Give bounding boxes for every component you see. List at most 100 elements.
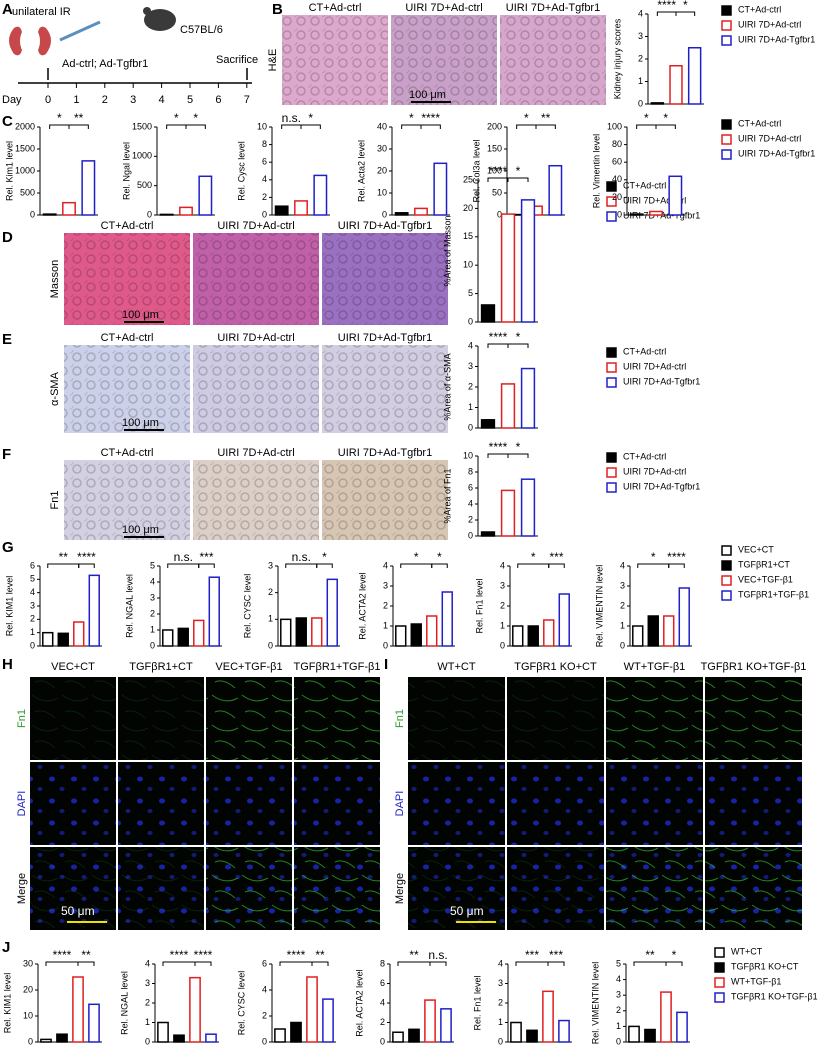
legend-swatch	[722, 561, 731, 570]
fn1-signal	[705, 847, 802, 930]
bar	[57, 1034, 67, 1042]
fn1-signal	[408, 677, 505, 760]
nuclei	[30, 762, 116, 845]
legend-swatch	[607, 483, 616, 492]
scale-label: 100 μm	[122, 524, 159, 536]
bar	[425, 1000, 435, 1042]
legend-swatch	[722, 135, 731, 144]
bar	[295, 201, 307, 215]
day-label: Day	[2, 94, 22, 106]
y-tick-label: 2	[468, 514, 473, 524]
stain-label: Masson	[49, 260, 61, 299]
y-tick-label: 1	[383, 620, 388, 630]
significance-bracket	[516, 962, 548, 966]
bar	[174, 1035, 184, 1042]
row-label: Merge	[16, 873, 28, 904]
y-tick-label: 0	[30, 209, 35, 219]
bar	[323, 999, 333, 1042]
y-tick-label: 30	[23, 958, 33, 968]
y-tick-label: 2	[150, 608, 155, 618]
bar	[73, 977, 83, 1042]
significance-label: *	[516, 440, 521, 454]
bar	[281, 619, 291, 646]
bar	[180, 207, 192, 215]
legend-label: VEC+TGF-β1	[738, 574, 793, 584]
bar	[670, 66, 682, 104]
y-tick-label: 3	[30, 600, 35, 610]
y-axis-label: Rel. CYSC level	[242, 574, 252, 639]
y-tick-label: 6	[262, 157, 267, 167]
significance-bracket	[163, 962, 195, 966]
y-tick-label: 6	[380, 978, 385, 988]
y-tick-label: 0	[620, 640, 625, 650]
scale-label: 100 μm	[122, 417, 159, 429]
image-title: UIRI 7D+Ad-ctrl	[217, 332, 294, 344]
significance-label: **	[541, 111, 551, 125]
panel-label: B	[272, 1, 283, 18]
legend-swatch	[607, 468, 616, 477]
fn1-signal	[606, 677, 703, 760]
bar	[409, 1029, 419, 1042]
significance-label: *	[409, 111, 414, 125]
legend-swatch	[722, 36, 731, 45]
image-title: TGFβR1 KO+CT	[514, 661, 597, 673]
fn1-signal	[294, 677, 380, 760]
y-tick-label: 3	[616, 990, 621, 1000]
image-title: TGFβR1 KO+TGF-β1	[701, 661, 807, 673]
significance-label: ****	[77, 550, 96, 564]
y-tick-label: 4	[150, 576, 155, 586]
bar	[307, 977, 317, 1042]
scale-label: 100 μm	[409, 89, 446, 101]
image-title: UIRI 7D+Ad-ctrl	[217, 220, 294, 232]
fn1-signal	[507, 847, 604, 930]
image-title: UIRI 7D+Ad-Tgfbr1	[338, 220, 432, 232]
significance-bracket	[167, 125, 186, 129]
fn1-signal	[206, 677, 292, 760]
legend-swatch	[722, 591, 731, 600]
bar	[427, 616, 437, 646]
bar	[630, 214, 642, 215]
y-tick-label: 10	[463, 450, 473, 460]
y-tick-label: 1	[468, 402, 473, 412]
legend-label: UIRI 7D+Ad-Tgfbr1	[623, 481, 700, 491]
image-title: VEC+TGF-β1	[215, 661, 282, 673]
y-tick-label: 0	[150, 640, 155, 650]
y-tick-label: 4	[638, 8, 643, 18]
y-tick-label: 0	[500, 640, 505, 650]
row-label: Fn1	[394, 709, 406, 728]
y-axis-label: Rel. Fn1 level	[472, 975, 482, 1030]
bar	[158, 1023, 168, 1043]
micrograph-texture	[193, 233, 319, 325]
legend-label: UIRI 7D+Ad-Tgfbr1	[738, 148, 815, 158]
y-tick-label: 20	[463, 203, 473, 213]
significance-bracket	[195, 962, 211, 966]
legend-swatch	[607, 378, 616, 387]
bar	[482, 420, 495, 428]
bar	[43, 633, 53, 646]
significance-bracket	[488, 454, 508, 458]
y-tick-label: 4	[262, 984, 267, 994]
y-tick-label: 500	[137, 180, 152, 190]
legend-label: CT+Ad-ctrl	[623, 180, 666, 190]
significance-bracket	[634, 962, 666, 966]
significance-label: **	[409, 948, 419, 962]
significance-label: **	[81, 948, 91, 962]
y-axis-label: Rel. ACTA2 level	[354, 969, 364, 1036]
image-title: TGFβR1+TGF-β1	[294, 661, 381, 673]
y-tick-label: 10	[257, 121, 267, 131]
day-number: 7	[244, 94, 250, 106]
y-tick-label: 6	[262, 958, 267, 968]
bar	[190, 978, 200, 1042]
row-label: DAPI	[394, 791, 406, 817]
legend-swatch	[722, 6, 731, 15]
y-tick-label: 4	[468, 340, 473, 350]
significance-label: ***	[199, 550, 213, 564]
y-tick-label: 1	[145, 1017, 150, 1027]
row-label: Merge	[394, 873, 406, 904]
significance-label: ****	[170, 948, 189, 962]
image-title: CT+Ad-ctrl	[309, 2, 362, 14]
bar	[648, 616, 658, 646]
bar	[664, 616, 674, 646]
significance-label: n.s.	[282, 111, 301, 125]
y-tick-label: 4	[620, 560, 625, 570]
